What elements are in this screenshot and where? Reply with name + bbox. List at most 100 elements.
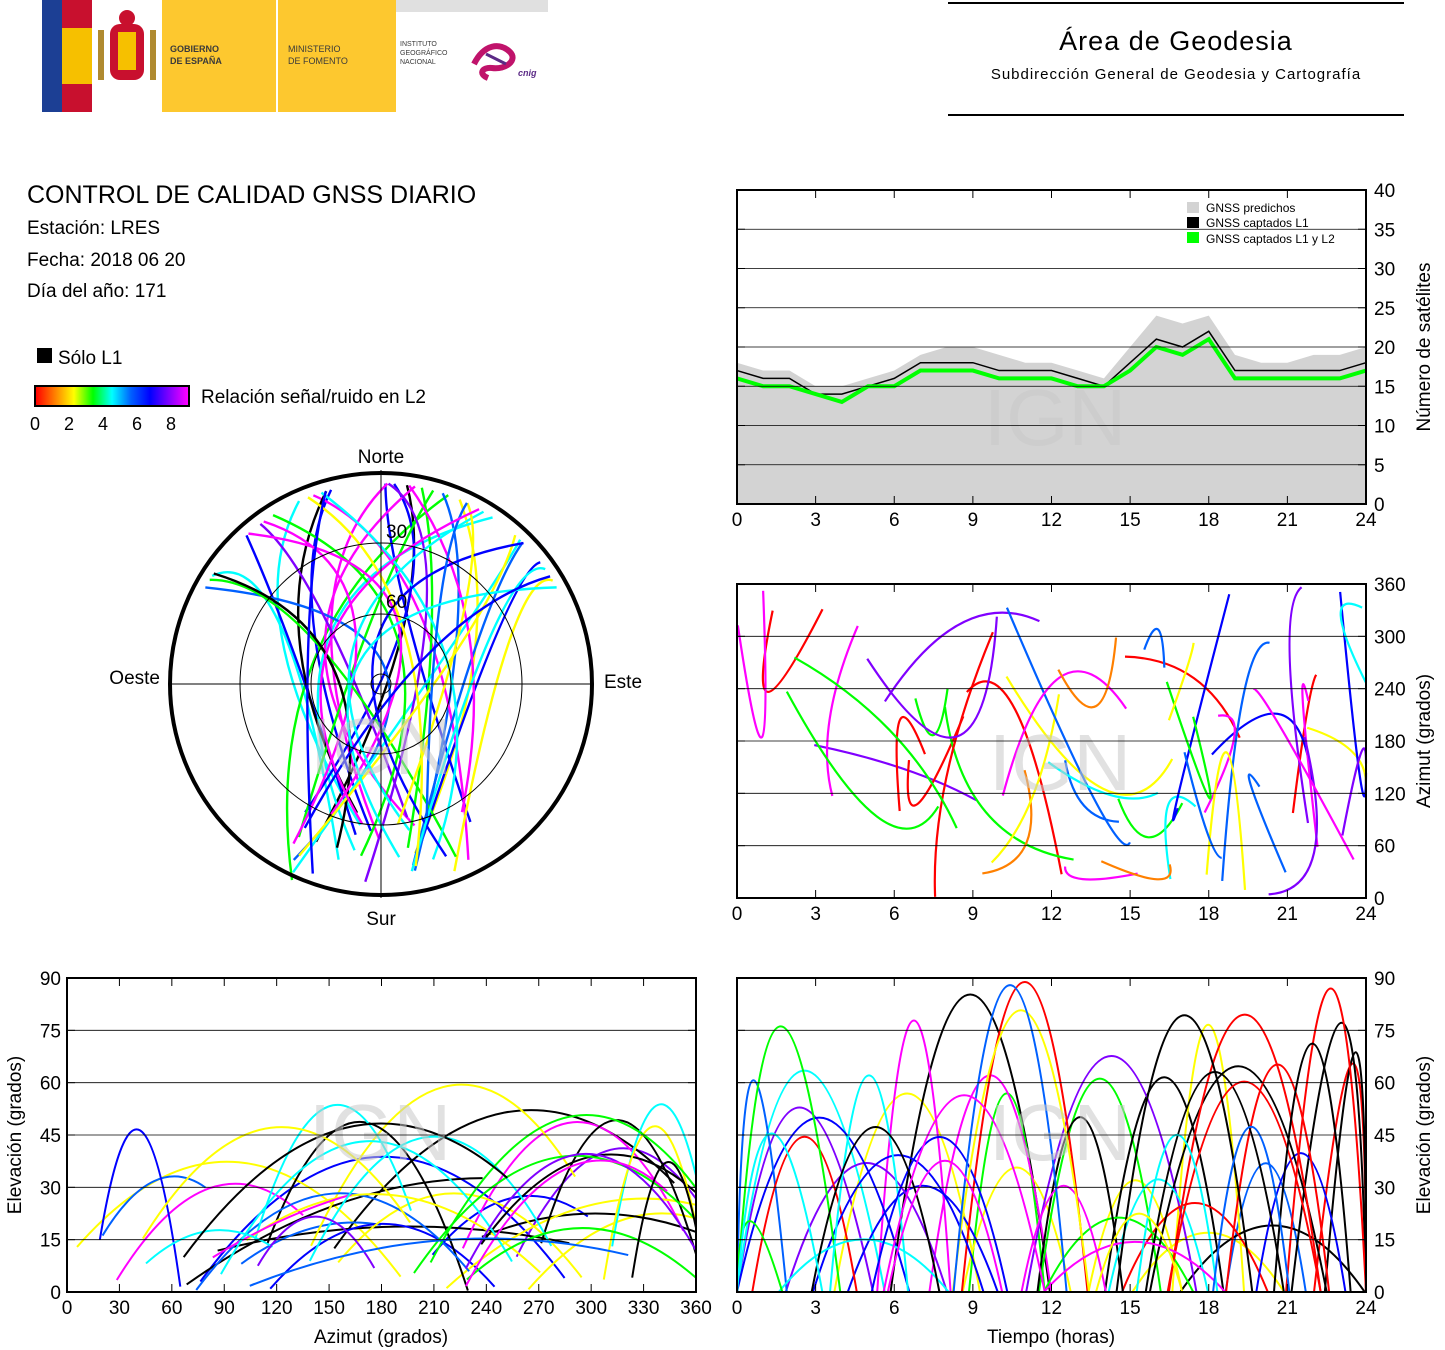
elevation-time-track bbox=[1285, 987, 1367, 1293]
sky-track bbox=[323, 485, 416, 827]
snr-tick: 8 bbox=[166, 414, 177, 434]
satellite-count-chart: IGN 0 5 10 15 20 25 30 35 40 0 3 6 9 12 15 18 21 24 GNSS … bbox=[732, 181, 1435, 530]
elevation-time-track bbox=[1095, 1212, 1184, 1293]
y-tick-label: 180 bbox=[1374, 732, 1406, 753]
elevation-time-track bbox=[1255, 1152, 1347, 1293]
azimuth-track bbox=[1183, 752, 1223, 859]
az-ylabel: Azimut (grados) bbox=[1414, 674, 1435, 808]
y-tick-label: 30 bbox=[1374, 1178, 1395, 1199]
gobierno-block: GOBIERNO DE ESPAÑA bbox=[162, 0, 276, 112]
north-label: Norte bbox=[358, 447, 404, 468]
sky-track bbox=[272, 513, 407, 857]
azimuth-track bbox=[1165, 681, 1212, 800]
azimuth-track bbox=[1167, 642, 1195, 721]
elevation-track bbox=[212, 1193, 352, 1259]
elevation-time-track bbox=[1272, 1042, 1352, 1293]
elevation-time-track bbox=[1087, 1179, 1184, 1293]
elaz-ylabel: Elevación (grados) bbox=[5, 1056, 26, 1214]
elt-axes: 0 15 30 45 60 75 90 0 3 6 9 12 15 18 21 24 bbox=[732, 969, 1395, 1319]
elevation-track bbox=[465, 1159, 668, 1287]
elevation-time-track bbox=[1144, 1071, 1285, 1293]
l1-only-label: Sólo L1 bbox=[58, 348, 123, 369]
azimuth-track bbox=[793, 656, 958, 829]
doy-label: Día del año: 171 bbox=[27, 281, 167, 302]
elt-plot-area: IGN bbox=[736, 981, 1367, 1293]
y-tick-label: 60 bbox=[40, 1074, 61, 1095]
elevation-azimuth-chart: IGN 0 15 30 45 60 75 90 0 30 60 90 120 150 180 210 240 2… bbox=[5, 969, 712, 1348]
elevation-track bbox=[101, 1175, 207, 1237]
azimuth-track bbox=[933, 631, 994, 897]
elevation-time-track bbox=[961, 1166, 1072, 1293]
elevation-time-track bbox=[1036, 1116, 1124, 1293]
azimuth-track bbox=[1100, 860, 1172, 881]
x-tick-label: 9 bbox=[968, 1298, 979, 1319]
sky-track bbox=[396, 502, 475, 825]
azimuth-track bbox=[914, 688, 949, 737]
elevation-time-track bbox=[751, 1135, 858, 1293]
elevation-time-track bbox=[846, 1185, 999, 1293]
y-tick-label: 20 bbox=[1374, 338, 1395, 359]
elevation-time-track bbox=[1121, 1202, 1269, 1293]
x-tick-label: 18 bbox=[1198, 904, 1219, 925]
x-tick-label: 12 bbox=[1041, 510, 1062, 530]
elevation-track bbox=[249, 1237, 629, 1287]
sky-track bbox=[259, 522, 409, 818]
x-tick-label: 330 bbox=[628, 1298, 660, 1319]
azimuth-track bbox=[990, 694, 1061, 864]
elevation-track bbox=[254, 1104, 412, 1241]
elaz-plot-area: IGN bbox=[76, 1083, 697, 1291]
azimuth-track bbox=[895, 716, 926, 812]
y-tick-label: 15 bbox=[40, 1231, 61, 1252]
elevation-time-track bbox=[736, 1116, 911, 1293]
elevation-time-track bbox=[1103, 1076, 1225, 1293]
legend-l1: GNSS captados L1 bbox=[1206, 216, 1309, 230]
x-tick-label: 0 bbox=[62, 1298, 73, 1319]
elevation-time-track bbox=[1020, 1184, 1107, 1293]
elevation-time-track bbox=[736, 1069, 886, 1293]
min-line-1: MINISTERIO bbox=[288, 44, 341, 54]
area-title: Área de Geodesia bbox=[1059, 26, 1293, 56]
x-tick-label: 15 bbox=[1120, 1298, 1141, 1319]
y-tick-label: 240 bbox=[1374, 680, 1406, 701]
elevation-track bbox=[217, 1225, 570, 1252]
count-legend: GNSS predichos GNSS captados L1 GNSS cap… bbox=[1187, 201, 1335, 246]
sky-track bbox=[248, 532, 403, 815]
sky-track bbox=[306, 490, 328, 874]
cnig-text: cnig bbox=[518, 68, 537, 78]
elevation-track bbox=[611, 1103, 697, 1247]
azimuth-track bbox=[966, 680, 1063, 875]
elevation-track bbox=[240, 1221, 381, 1265]
x-tick-label: 12 bbox=[1041, 1298, 1062, 1319]
x-tick-label: 210 bbox=[418, 1298, 450, 1319]
ign-watermark: IGN bbox=[309, 1088, 451, 1177]
elevation-time-track bbox=[882, 1094, 1046, 1293]
elevation-time-track bbox=[736, 1079, 788, 1293]
elevation-time-track bbox=[810, 1126, 941, 1293]
x-tick-label: 18 bbox=[1198, 510, 1219, 530]
elevation-track bbox=[461, 1121, 685, 1249]
legend-swatch-l1l2 bbox=[1187, 232, 1199, 243]
elevation-track bbox=[445, 1197, 697, 1289]
x-tick-label: 60 bbox=[161, 1298, 182, 1319]
azimuth-track bbox=[785, 691, 940, 830]
elevation-time-track bbox=[886, 1159, 1004, 1293]
x-tick-label: 0 bbox=[732, 1298, 743, 1319]
elevation-track bbox=[602, 1125, 697, 1280]
elevation-time-track bbox=[1025, 1055, 1198, 1293]
x-tick-label: 150 bbox=[313, 1298, 345, 1319]
azimuth-track bbox=[883, 611, 1040, 703]
elevation-time-track bbox=[736, 1025, 842, 1293]
elevation-time-track bbox=[951, 1009, 1090, 1293]
y-tick-label: 0 bbox=[1374, 495, 1385, 516]
azimuth-track bbox=[1301, 683, 1319, 847]
azimuth-track bbox=[1252, 688, 1355, 861]
y-tick-label: 75 bbox=[1374, 1021, 1395, 1042]
y-tick-label: 35 bbox=[1374, 220, 1395, 241]
azimuth-track bbox=[825, 625, 859, 797]
snr-colorbar bbox=[34, 385, 190, 407]
elevation-time-track bbox=[1115, 1014, 1254, 1293]
elevation-time-track bbox=[736, 1132, 824, 1293]
y-tick-label: 15 bbox=[1374, 377, 1395, 398]
x-tick-label: 240 bbox=[470, 1298, 502, 1319]
elevation-track bbox=[186, 1177, 483, 1286]
